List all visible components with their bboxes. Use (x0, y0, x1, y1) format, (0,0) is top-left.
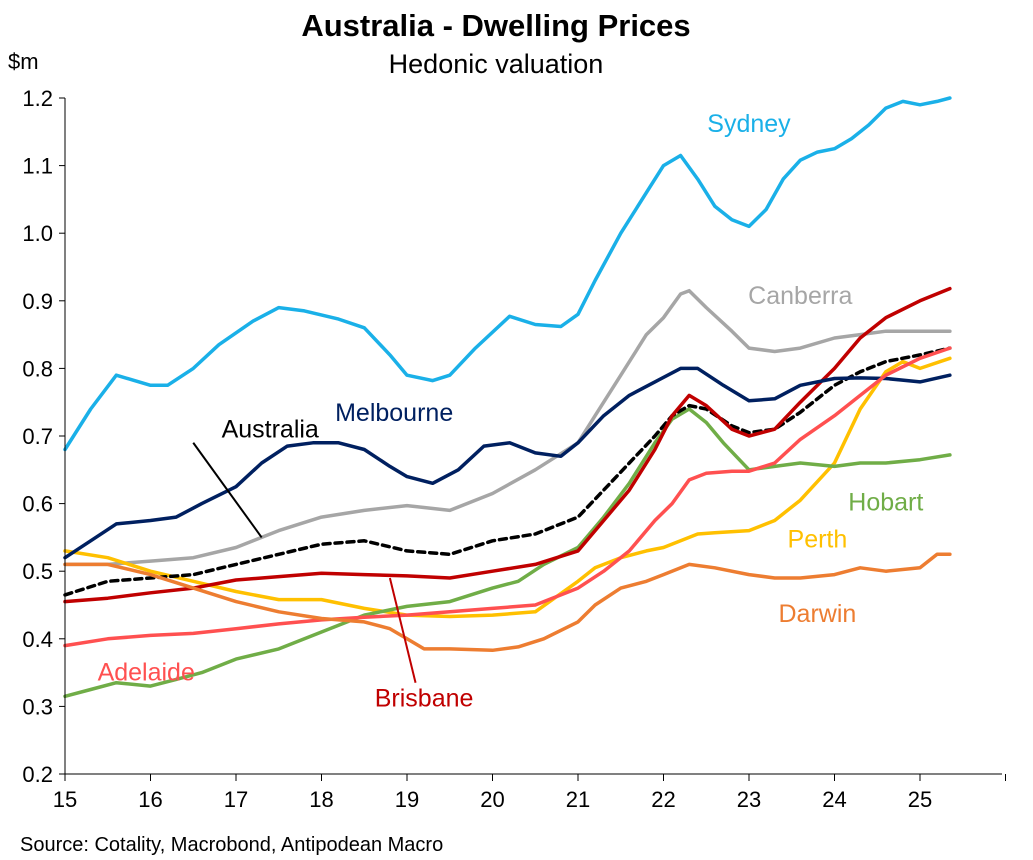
series-label-darwin: Darwin (779, 600, 857, 628)
x-tick-label: 20 (480, 787, 504, 812)
series-label-sydney: Sydney (707, 110, 791, 138)
y-tick-label: 0.8 (22, 356, 53, 381)
series-label-canberra: Canberra (748, 282, 852, 310)
y-tick-label: 1.2 (22, 86, 53, 111)
y-axis-unit-label: $m (8, 49, 39, 74)
y-ticks: 0.2 0.3 0.4 0.5 0.6 0.7 0.8 0.9 1.0 1.1 1.2 (22, 86, 65, 787)
series-line-sydney (63, 96, 952, 452)
y-tick-label: 0.4 (22, 627, 53, 652)
y-tick-label: 0.2 (22, 762, 53, 787)
series-line-brisbane (63, 286, 952, 604)
x-tick-label: 17 (224, 787, 248, 812)
y-tick-label: 0.9 (22, 289, 53, 314)
x-tick-label: 24 (822, 787, 846, 812)
x-tick-label: 23 (737, 787, 761, 812)
chart-title: Australia - Dwelling Prices (301, 8, 690, 43)
annotation-arrow-brisbane (388, 577, 417, 683)
series-line-melbourne (63, 366, 952, 560)
series-line-canberra (63, 288, 952, 567)
annotation-arrow-australia (192, 442, 263, 538)
y-tick-label: 0.3 (22, 694, 53, 719)
y-tick-label: 1.0 (22, 221, 53, 246)
x-ticks: 15 16 17 18 19 20 21 22 23 24 25 (53, 774, 1006, 812)
series-line-australia (63, 346, 952, 597)
y-tick-label: 1.1 (22, 154, 53, 179)
x-tick-label: 25 (908, 787, 932, 812)
series-layer (63, 96, 952, 699)
series-line-hobart (63, 407, 952, 699)
x-tick-label: 16 (138, 787, 162, 812)
x-tick-label: 22 (651, 787, 675, 812)
series-line-darwin (63, 552, 952, 653)
series-line-adelaide (63, 346, 952, 648)
series-label-adelaide: Adelaide (98, 659, 195, 687)
y-tick-label: 0.7 (22, 424, 53, 449)
annotation-layer: Sydney Canberra Melbourne Australia HobartPe… (98, 110, 924, 713)
chart-subtitle: Hedonic valuation (389, 49, 604, 79)
y-tick-label: 0.5 (22, 559, 53, 584)
series-label-hobart: Hobart (848, 488, 923, 516)
series-label-australia: Australia (222, 415, 319, 443)
x-tick-label: 15 (53, 787, 77, 812)
series-label-brisbane: Brisbane (375, 684, 474, 712)
y-tick-label: 0.6 (22, 492, 53, 517)
x-tick-label: 21 (566, 787, 590, 812)
source-note: Source: Cotality, Macrobond, Antipodean … (20, 834, 443, 856)
series-label-melbourne: Melbourne (335, 399, 453, 427)
series-label-perth: Perth (788, 526, 848, 554)
x-tick-label: 19 (395, 787, 419, 812)
x-tick-label: 18 (309, 787, 333, 812)
